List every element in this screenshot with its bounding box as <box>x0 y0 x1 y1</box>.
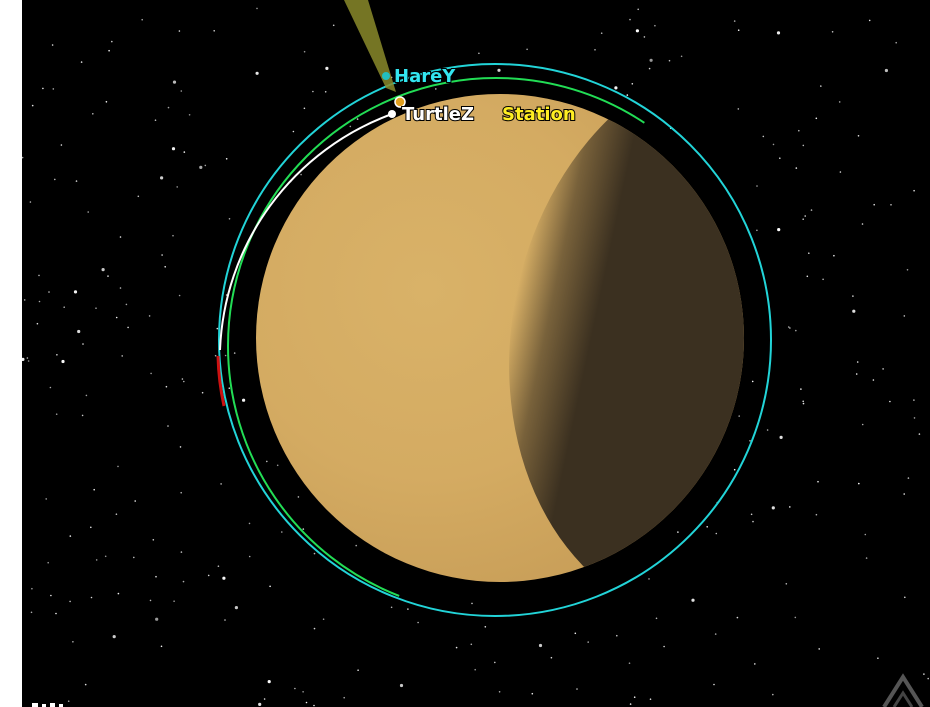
turtle-marker-icon[interactable] <box>388 110 396 118</box>
orbit-turtle <box>219 113 393 351</box>
station-marker-icon[interactable] <box>394 96 406 108</box>
vessel-station[interactable]: Station <box>394 96 577 126</box>
turtle-label[interactable]: TurtleZ <box>401 103 475 126</box>
orbit-hare <box>218 63 772 617</box>
station-label[interactable]: Station <box>501 103 577 126</box>
chevron-up-icon[interactable] <box>880 667 926 707</box>
vessel-hare[interactable]: HareY <box>382 65 457 88</box>
sensor-beam <box>344 0 396 92</box>
orbit-red-segment <box>216 355 226 407</box>
orbit-scene[interactable]: HareY Station TurtleZ <box>22 0 930 707</box>
vessel-turtle[interactable]: TurtleZ <box>388 103 475 126</box>
planet[interactable] <box>256 7 930 670</box>
bottom-status-strip <box>32 703 63 707</box>
star-field <box>22 7 929 707</box>
hare-label[interactable]: HareY <box>393 65 457 88</box>
orbit-paths <box>216 63 772 617</box>
space-map-viewport[interactable]: HareY Station TurtleZ <box>22 0 930 707</box>
orbit-green <box>227 77 765 615</box>
hare-marker-icon[interactable] <box>382 72 390 80</box>
